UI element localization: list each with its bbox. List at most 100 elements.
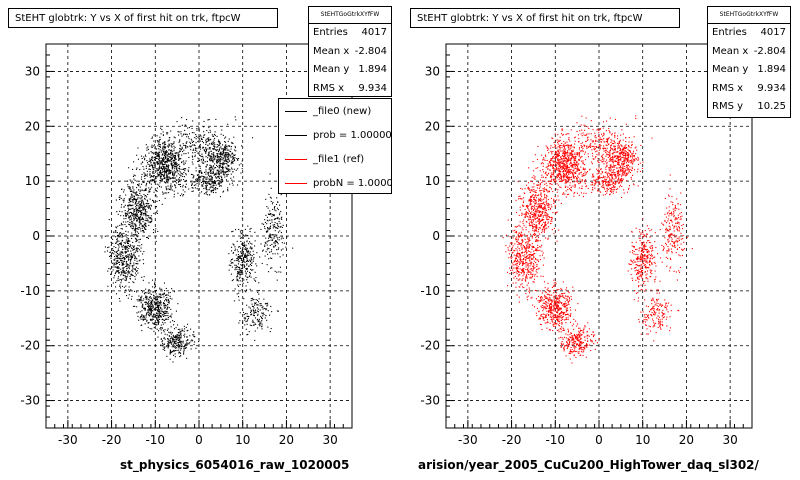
scatter-point <box>123 189 125 191</box>
scatter-point <box>251 259 253 261</box>
scatter-point <box>560 160 562 162</box>
scatter-point <box>569 140 571 142</box>
scatter-point <box>197 160 199 162</box>
scatter-point <box>234 288 236 290</box>
scatter-point <box>183 325 185 327</box>
scatter-point <box>183 153 185 155</box>
scatter-point <box>532 206 534 208</box>
scatter-point <box>116 257 118 259</box>
scatter-point <box>225 162 227 164</box>
scatter-point <box>163 159 165 161</box>
scatter-point <box>201 191 203 193</box>
scatter-point <box>104 251 106 253</box>
scatter-point <box>154 299 156 301</box>
scatter-point <box>193 336 195 338</box>
scatter-point <box>160 303 162 305</box>
scatter-point <box>174 152 176 154</box>
scatter-point <box>177 178 179 180</box>
scatter-point <box>128 240 130 242</box>
scatter-point <box>266 206 268 208</box>
scatter-point <box>161 163 163 165</box>
scatter-point <box>118 253 120 255</box>
scatter-point <box>224 176 226 178</box>
scatter-point <box>170 162 172 164</box>
scatter-point <box>561 171 563 173</box>
scatter-point <box>524 192 526 194</box>
scatter-point <box>148 307 150 309</box>
scatter-point <box>237 272 239 274</box>
scatter-point <box>130 250 132 252</box>
scatter-point <box>162 159 164 161</box>
scatter-point <box>172 334 174 336</box>
scatter-point <box>187 323 189 325</box>
scatter-point <box>557 167 559 169</box>
scatter-point <box>140 299 142 301</box>
scatter-point <box>141 225 143 227</box>
scatter-point <box>177 324 179 326</box>
scatter-point <box>176 336 178 338</box>
scatter-point <box>135 191 137 193</box>
scatter-point <box>543 203 545 205</box>
scatter-point <box>155 303 157 305</box>
scatter-point <box>571 146 573 148</box>
scatter-point <box>138 255 140 257</box>
scatter-point <box>245 256 247 258</box>
scatter-point <box>113 251 115 253</box>
scatter-point <box>197 152 199 154</box>
scatter-point <box>546 227 548 229</box>
scatter-point <box>551 153 553 155</box>
scatter-point <box>255 263 257 265</box>
scatter-point <box>126 260 128 262</box>
scatter-point <box>137 184 139 186</box>
scatter-point <box>179 139 181 141</box>
scatter-point <box>559 162 561 164</box>
scatter-point <box>237 271 239 273</box>
scatter-point <box>156 295 158 297</box>
scatter-point <box>208 147 210 149</box>
scatter-point <box>130 196 132 198</box>
scatter-point <box>131 220 133 222</box>
scatter-point <box>537 203 539 205</box>
scatter-point <box>137 205 139 207</box>
scatter-point <box>156 301 158 303</box>
scatter-point <box>174 137 176 139</box>
scatter-point <box>208 178 210 180</box>
scatter-point <box>198 138 200 140</box>
scatter-point <box>148 224 150 226</box>
scatter-point <box>149 171 151 173</box>
scatter-point <box>269 213 271 215</box>
scatter-point <box>168 149 170 151</box>
scatter-point <box>535 192 537 194</box>
scatter-point <box>124 246 126 248</box>
scatter-point <box>239 273 241 275</box>
scatter-point <box>271 219 273 221</box>
scatter-point <box>227 190 229 192</box>
scatter-point <box>218 139 220 141</box>
scatter-point <box>282 254 284 256</box>
scatter-point <box>167 154 169 156</box>
scatter-point <box>273 236 275 238</box>
scatter-point <box>245 285 247 287</box>
scatter-point <box>560 133 562 135</box>
scatter-point <box>276 279 278 281</box>
scatter-point <box>194 181 196 183</box>
scatter-point <box>176 334 178 336</box>
scatter-point <box>519 209 521 211</box>
scatter-point <box>562 158 564 160</box>
scatter-point <box>153 323 155 325</box>
scatter-point <box>131 204 133 206</box>
scatter-point <box>542 230 544 232</box>
scatter-point <box>135 214 137 216</box>
scatter-point <box>170 155 172 157</box>
scatter-point <box>128 240 130 242</box>
x-tick-label: 30 <box>723 433 738 447</box>
scatter-point <box>214 182 216 184</box>
scatter-point <box>256 304 258 306</box>
scatter-point <box>149 164 151 166</box>
scatter-point <box>239 267 241 269</box>
scatter-point <box>564 158 566 160</box>
scatter-point <box>581 179 583 181</box>
scatter-point <box>131 248 133 250</box>
scatter-point <box>256 319 258 321</box>
scatter-point <box>154 158 156 160</box>
